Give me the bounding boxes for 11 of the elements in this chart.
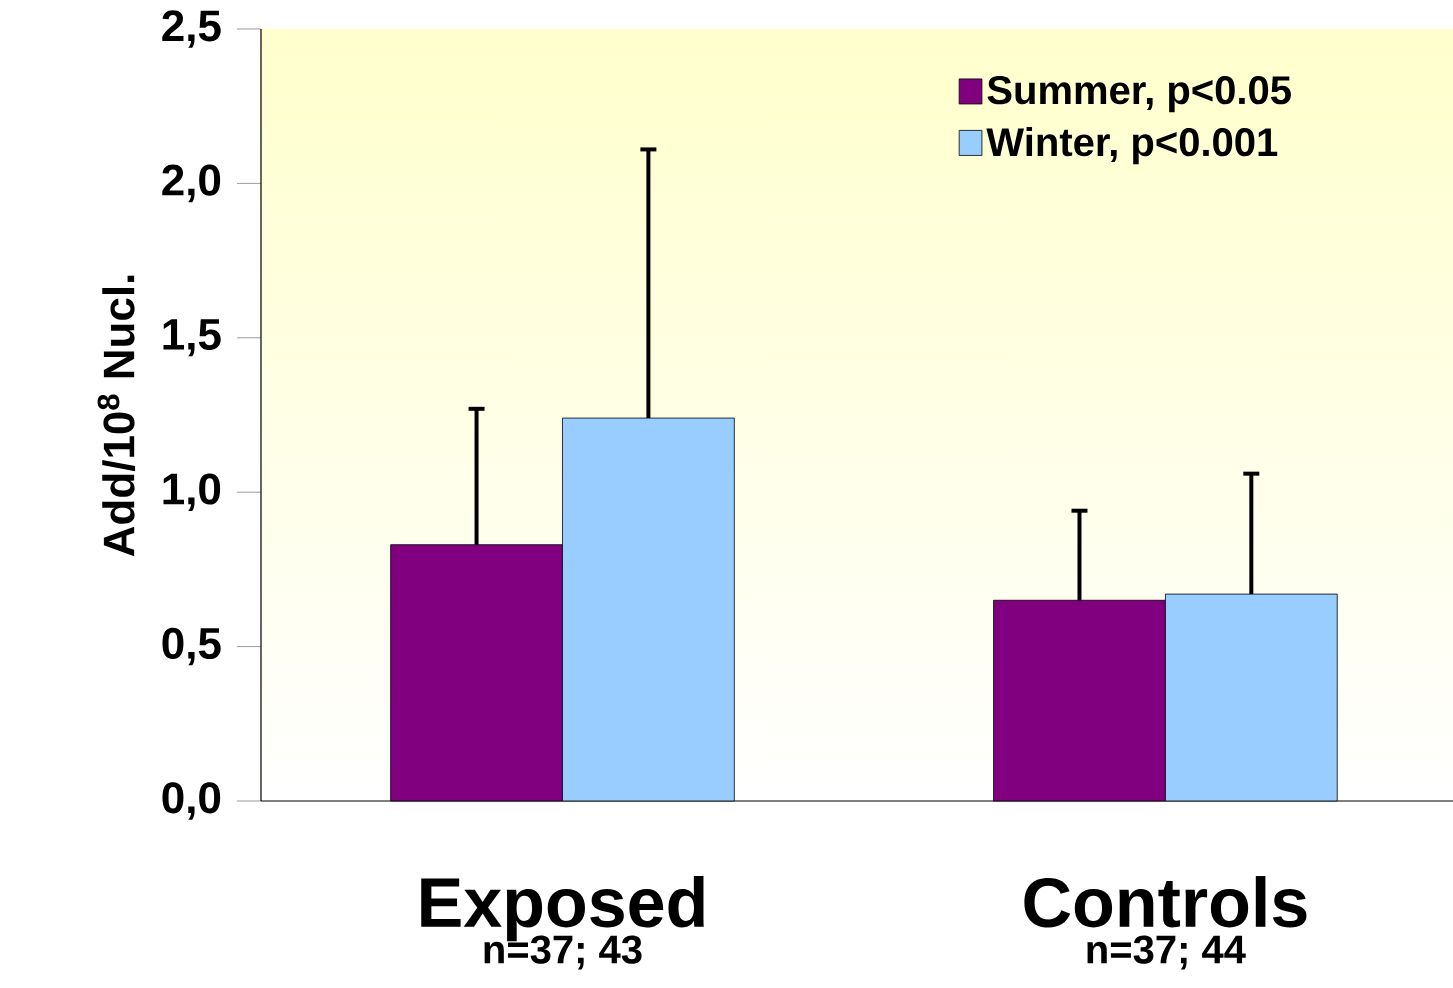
y-tick-label: 2,0 <box>162 164 221 203</box>
y-tick-label: 1,5 <box>163 319 221 357</box>
x-tick-label: Controls <box>1024 876 1307 928</box>
legend-label: Winter, p<0.001 <box>986 126 1278 165</box>
legend-label: Summer, p<0.05 <box>987 76 1291 113</box>
text: n=37; 44 <box>1087 935 1246 970</box>
y-tick-label: 2,5 <box>162 10 221 48</box>
y-tick-label: 1,0 <box>163 473 221 511</box>
y-tick-label: 0,0 <box>162 782 221 820</box>
y-axis-title: Add/10$^{8}$ Nucl. <box>97 275 136 557</box>
y-tick-label: 0,5 <box>162 627 221 666</box>
